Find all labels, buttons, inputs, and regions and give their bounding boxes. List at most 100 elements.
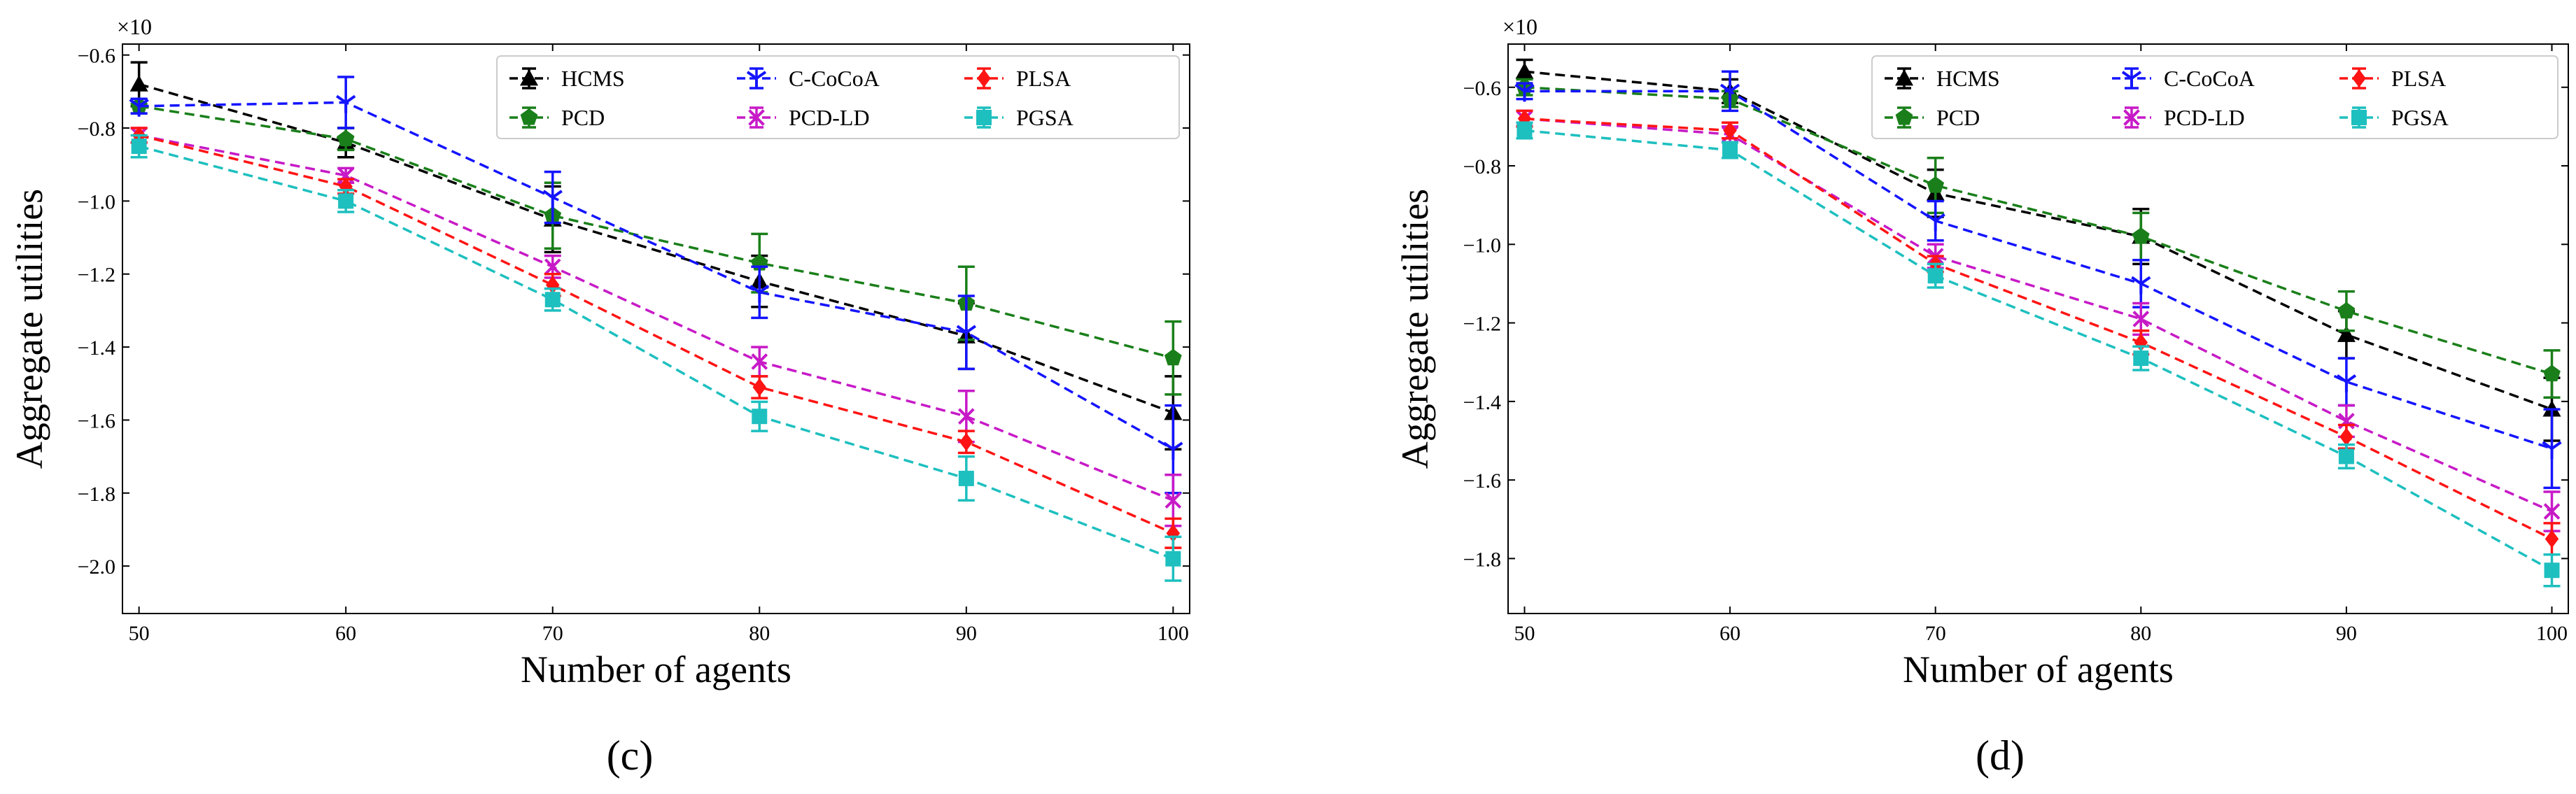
- y-tick-label: −1.2: [1463, 313, 1501, 336]
- point-c-cocoa-70: [542, 190, 563, 208]
- series-c-cocoa: [129, 76, 1183, 495]
- legend-label: PCD: [1936, 105, 1980, 130]
- legend-marker: [2121, 71, 2142, 89]
- point-plsa-60: [1723, 121, 1737, 140]
- y-tick-label: −0.8: [1463, 155, 1501, 178]
- chart-panel-d: 50 60 70 80 90 100 −0.6 −0.8 −1.0 −1.2 −1.4 −1.6 −1.…: [1386, 0, 2576, 794]
- y-tick-label: −1.8: [78, 483, 115, 506]
- point-hcms-50: [1515, 62, 1534, 79]
- y-tick-label: −1.0: [1463, 234, 1501, 257]
- legend-marker: [2352, 69, 2366, 87]
- series-line-plsa: [139, 134, 1174, 534]
- x-axis-title: Number of agents: [521, 648, 791, 690]
- point-pcd-100: [2543, 364, 2561, 382]
- series-line-pgsa: [139, 145, 1174, 560]
- x-tick-label: 80: [2130, 622, 2151, 645]
- legend-marker: [748, 109, 765, 126]
- legend-item-hcms: HCMS: [1885, 66, 2000, 91]
- point-pcd-ld-80: [751, 353, 768, 370]
- point-plsa-100: [2545, 530, 2559, 548]
- point-c-cocoa-90: [956, 325, 976, 343]
- chart-d: 50 60 70 80 90 100 −0.6 −0.8 −1.0 −1.2 −1.4 −1.6 −1.…: [1394, 14, 2569, 779]
- point-pgsa-60: [1722, 142, 1738, 158]
- series-line-plsa: [1524, 117, 2553, 540]
- series-pgsa: [1516, 121, 2561, 588]
- series-pcd-ld: [130, 127, 1182, 527]
- x-tick-label: 70: [1925, 622, 1946, 645]
- point-pcd-ld-80: [2132, 311, 2150, 327]
- series-line-pcd: [1524, 86, 2553, 376]
- y-tick-label: −1.8: [1463, 548, 1501, 571]
- legend-label: C-CoCoA: [789, 66, 880, 91]
- legend-marker: [977, 69, 991, 87]
- point-pgsa-50: [1516, 122, 1533, 139]
- legend-label: HCMS: [561, 66, 625, 91]
- legend-label: PCD-LD: [789, 105, 870, 130]
- point-pcd-100: [1164, 348, 1182, 366]
- y-tick-label: −0.6: [78, 45, 115, 68]
- series-pgsa: [130, 134, 1182, 582]
- point-pgsa-90: [958, 470, 974, 486]
- legend-label: PCD: [561, 105, 605, 130]
- y-axis-title: Aggregate utilities: [1394, 189, 1436, 469]
- legend-marker: [520, 108, 538, 125]
- point-c-cocoa-80: [2131, 276, 2151, 295]
- series-line-c-cocoa: [1524, 90, 2553, 450]
- x-tick-label: 60: [335, 622, 356, 645]
- point-c-cocoa-100: [2542, 441, 2562, 460]
- plot-frame: [1507, 43, 2569, 614]
- figure-caption: (c): [607, 732, 654, 779]
- legend-label: PLSA: [2391, 66, 2446, 91]
- point-pgsa-70: [544, 292, 561, 308]
- y-tick-label: −1.2: [78, 264, 115, 287]
- legend-marker: [520, 69, 538, 86]
- point-pgsa-70: [1927, 268, 1943, 284]
- figure-caption: (d): [1976, 732, 2025, 779]
- point-plsa-80: [752, 378, 767, 397]
- x-tick-label: 50: [1514, 622, 1535, 645]
- x-tick-label: 60: [1719, 622, 1740, 645]
- legend-item-c-cocoa: C-CoCoA: [2112, 66, 2255, 91]
- point-c-cocoa-70: [1925, 213, 1945, 232]
- series-line-pgsa: [1524, 129, 2553, 572]
- legend-item-plsa: PLSA: [964, 66, 1071, 91]
- point-pgsa-80: [2133, 350, 2149, 367]
- legend-marker: [2123, 109, 2140, 126]
- legend-label: PLSA: [1016, 66, 1071, 91]
- point-c-cocoa-60: [336, 94, 356, 113]
- point-pcd-ld-100: [1164, 492, 1182, 509]
- legend-marker: [1895, 69, 1913, 86]
- point-c-cocoa-60: [1719, 83, 1740, 102]
- y-tick-label: −1.0: [78, 190, 115, 213]
- x-tick-label: 100: [1157, 622, 1189, 645]
- point-c-cocoa-50: [1514, 83, 1535, 102]
- point-plsa-90: [2339, 427, 2353, 446]
- series-line-hcms: [1524, 70, 2553, 411]
- legend-item-pcd-ld: PCD-LD: [737, 105, 870, 130]
- legend-label: PGSA: [2391, 105, 2449, 130]
- point-pcd-90: [2337, 302, 2356, 319]
- legend-marker: [746, 71, 767, 89]
- legend-frame: [1871, 55, 2559, 139]
- point-pcd-60: [337, 129, 355, 147]
- point-c-cocoa-80: [749, 285, 770, 303]
- y-axis-title: Aggregate utilities: [8, 189, 50, 469]
- y-tick-label: −2.0: [78, 555, 115, 579]
- x-tick-label: 90: [956, 622, 977, 645]
- series-pcd-ld: [1516, 109, 2561, 532]
- series-line-pcd: [139, 104, 1174, 360]
- legend-item-pcd: PCD: [1885, 105, 1980, 130]
- legend-marker: [1895, 108, 1913, 125]
- series-line-pcd-ld: [1524, 117, 2553, 513]
- legend-frame: [496, 55, 1180, 139]
- legend-item-c-cocoa: C-CoCoA: [737, 66, 880, 91]
- legend-item-pgsa: PGSA: [2339, 105, 2449, 130]
- plot-frame: [122, 43, 1190, 614]
- point-hcms-50: [129, 75, 148, 92]
- point-pgsa-50: [131, 139, 147, 155]
- x-tick-label: 100: [2536, 622, 2568, 645]
- legend-label: PGSA: [1016, 105, 1074, 130]
- point-pgsa-100: [2544, 562, 2560, 579]
- legend-marker: [976, 110, 992, 125]
- series-plsa: [130, 126, 1182, 549]
